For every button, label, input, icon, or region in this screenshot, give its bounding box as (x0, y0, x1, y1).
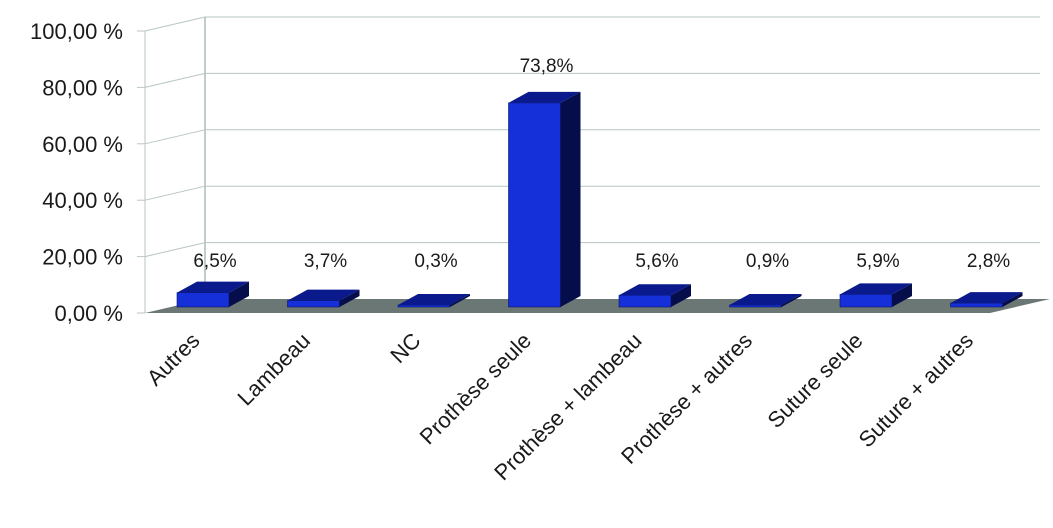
data-label: 5,6% (635, 251, 678, 272)
y-axis-ticks: 0,00 % 20,00 % 40,00 % 60,00 % 80,00 % 100,00… (30, 19, 145, 326)
bar (950, 292, 1023, 308)
bar-front (618, 294, 672, 308)
y-tick-label: 20,00 % (42, 245, 123, 270)
bar-top (840, 283, 912, 295)
data-label: 2,8% (967, 251, 1010, 272)
category-label: Suture + autres (854, 328, 978, 452)
bar (176, 281, 249, 308)
y-tick-label: 60,00 % (42, 132, 123, 157)
y-tick-label: 40,00 % (42, 188, 123, 213)
bar-top (177, 281, 249, 293)
bar-top (950, 292, 1023, 304)
grid-lines (144, 16, 1040, 313)
data-label: 3,7% (304, 251, 347, 272)
bar-front (508, 102, 561, 308)
data-label: 5,9% (856, 251, 899, 272)
bar (287, 289, 360, 308)
gridline-diag (144, 72, 206, 88)
bar-side (450, 294, 470, 307)
bar-side (339, 289, 360, 307)
gridline-diag (144, 16, 206, 32)
gridline-diag (144, 242, 206, 258)
bar-side (229, 281, 249, 307)
y-tick-label: 0,00 % (55, 301, 124, 326)
bar (508, 91, 581, 308)
bar-top (508, 91, 581, 103)
y-tick-label: 80,00 % (42, 75, 123, 100)
gridline-diag (144, 185, 206, 201)
chart-floor (145, 299, 1050, 313)
category-label: Lambeau (232, 328, 315, 411)
bar (839, 283, 912, 308)
floor (145, 299, 1050, 313)
bar-top (729, 294, 802, 305)
bar (729, 294, 802, 308)
bar-front (950, 302, 1003, 308)
bar-front (839, 294, 893, 308)
bar-side (671, 284, 691, 307)
bar-side (892, 283, 912, 307)
bar-front (287, 300, 340, 308)
category-label: NC (385, 328, 425, 368)
data-label: 6,5% (193, 251, 236, 272)
bar-top (287, 289, 360, 301)
bar-front (729, 304, 782, 308)
bar-top (619, 284, 691, 296)
bar-top (398, 294, 470, 305)
y-tick-label: 100,00 % (30, 19, 123, 44)
bar (397, 294, 470, 308)
gridline-diag (144, 129, 206, 145)
bar (618, 284, 691, 308)
bar-front (397, 304, 451, 308)
bar-front (176, 292, 230, 308)
bar-side (781, 294, 802, 307)
data-label: 0,3% (414, 251, 457, 272)
category-label: Suture seule (763, 328, 868, 433)
bar-side (1002, 292, 1023, 307)
bars (176, 91, 1023, 308)
data-label: 0,9% (746, 251, 789, 272)
category-label: Autres (142, 328, 205, 391)
bar-side (560, 91, 581, 307)
data-label: 73,8% (520, 56, 574, 77)
category-label: Prothèse seule (415, 328, 536, 449)
data-labels: 6,5% 3,7% 0,3% 73,8% 5,6% 0,9% 5,9% 2,8% (193, 56, 1010, 272)
